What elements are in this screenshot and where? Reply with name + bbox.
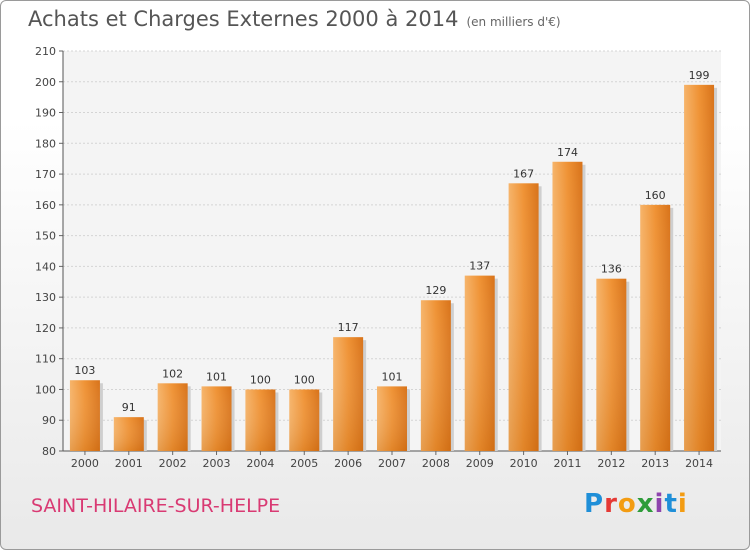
bar-shade	[552, 161, 583, 451]
y-tick-label: 110	[35, 353, 56, 366]
y-tick-label: 160	[35, 199, 56, 212]
y-tick-label: 130	[35, 291, 56, 304]
proxiti-logo[interactable]: Proxiti	[584, 489, 688, 519]
bar-shade	[464, 275, 495, 451]
label-layer: 103 91 102 101 100 100 117 101 129 137 167 174 136 16…	[74, 69, 709, 414]
bar-shade	[420, 300, 451, 451]
data-label: 100	[250, 373, 271, 386]
logo-letter: o	[617, 489, 637, 519]
x-tick-label: 2006	[334, 457, 362, 470]
data-label: 91	[122, 401, 136, 414]
y-tick-label: 190	[35, 107, 56, 120]
x-tick-label: 2009	[466, 457, 494, 470]
data-label: 100	[294, 373, 315, 386]
data-label: 199	[689, 69, 710, 82]
y-tick-label: 180	[35, 137, 56, 150]
data-label: 101	[382, 370, 403, 383]
data-label: 160	[645, 189, 666, 202]
logo-letter: x	[636, 489, 655, 519]
chart-subtitle: (en milliers d'€)	[466, 15, 561, 29]
y-tick-label: 210	[35, 45, 56, 58]
bar-shade	[596, 278, 627, 451]
data-label: 103	[74, 364, 95, 377]
data-label: 129	[425, 284, 446, 297]
x-tick-label: 2000	[71, 457, 99, 470]
y-tick-label: 200	[35, 76, 56, 89]
bar-shade	[684, 84, 715, 451]
chart-title-text: Achats et Charges Externes 2000 à 2014	[28, 7, 459, 31]
bar-shade	[508, 183, 539, 452]
logo-letter: P	[584, 489, 605, 519]
bar-shade	[69, 380, 100, 451]
data-label: 136	[601, 263, 622, 276]
x-tick-label: 2010	[510, 457, 538, 470]
bar-shade	[377, 386, 407, 451]
x-tick-label: 2013	[641, 457, 669, 470]
x-tick-label: 2014	[685, 457, 713, 470]
y-tick-label: 140	[35, 260, 56, 273]
x-tick-label: 2004	[246, 457, 274, 470]
x-tick-label: 2012	[597, 457, 625, 470]
location-name: SAINT-HILAIRE-SUR-HELPE	[31, 495, 281, 517]
data-label: 101	[206, 370, 227, 383]
y-tick-label: 150	[35, 230, 56, 243]
x-tick-label: 2003	[203, 457, 231, 470]
bar-shade	[113, 417, 144, 451]
bar-shade	[157, 383, 188, 451]
bar-shade	[333, 337, 364, 451]
y-tick-label: 120	[35, 322, 56, 335]
y-tick-label: 100	[35, 383, 56, 396]
y-tick-label: 170	[35, 168, 56, 181]
x-tick-label: 2007	[378, 457, 406, 470]
logo-letter: t	[664, 489, 678, 519]
x-tick-label: 2001	[115, 457, 143, 470]
x-tick-label: 2011	[553, 457, 581, 470]
logo-letter: r	[604, 489, 618, 519]
chart-title: Achats et Charges Externes 2000 à 2014 (e…	[28, 7, 561, 31]
y-tick-label: 80	[42, 445, 56, 458]
logo-letter: i	[677, 489, 688, 519]
data-label: 102	[162, 367, 183, 380]
data-label: 117	[338, 321, 359, 334]
x-tick-label: 2008	[422, 457, 450, 470]
data-label: 137	[469, 260, 490, 273]
bar-shade	[201, 386, 232, 451]
bar-layer	[69, 84, 718, 452]
logo-letter: i	[654, 489, 665, 519]
x-tick-label: 2005	[290, 457, 318, 470]
bar-shade	[640, 204, 671, 451]
y-tick-label: 90	[42, 414, 56, 427]
data-label: 174	[557, 146, 578, 159]
x-tick-label: 2002	[159, 457, 187, 470]
data-label: 167	[513, 167, 534, 180]
bar-shade	[245, 389, 276, 451]
bar-shade	[289, 389, 320, 451]
